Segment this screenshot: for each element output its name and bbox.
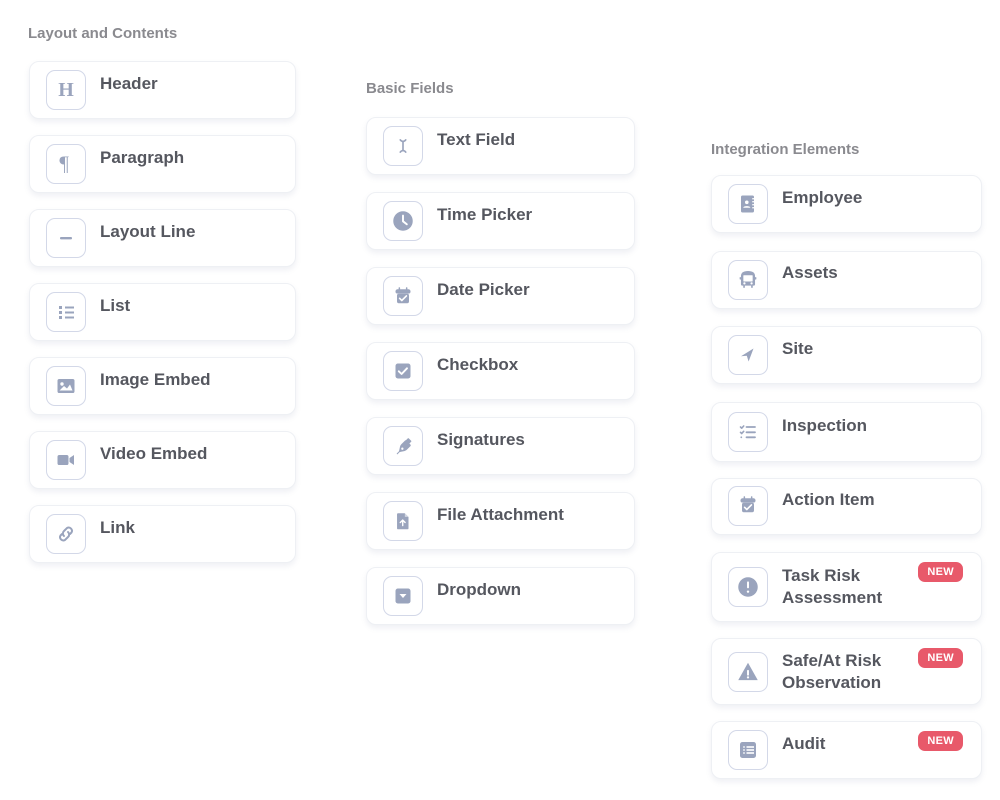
svg-text:H: H: [58, 79, 74, 101]
svg-text:¶: ¶: [59, 153, 69, 175]
